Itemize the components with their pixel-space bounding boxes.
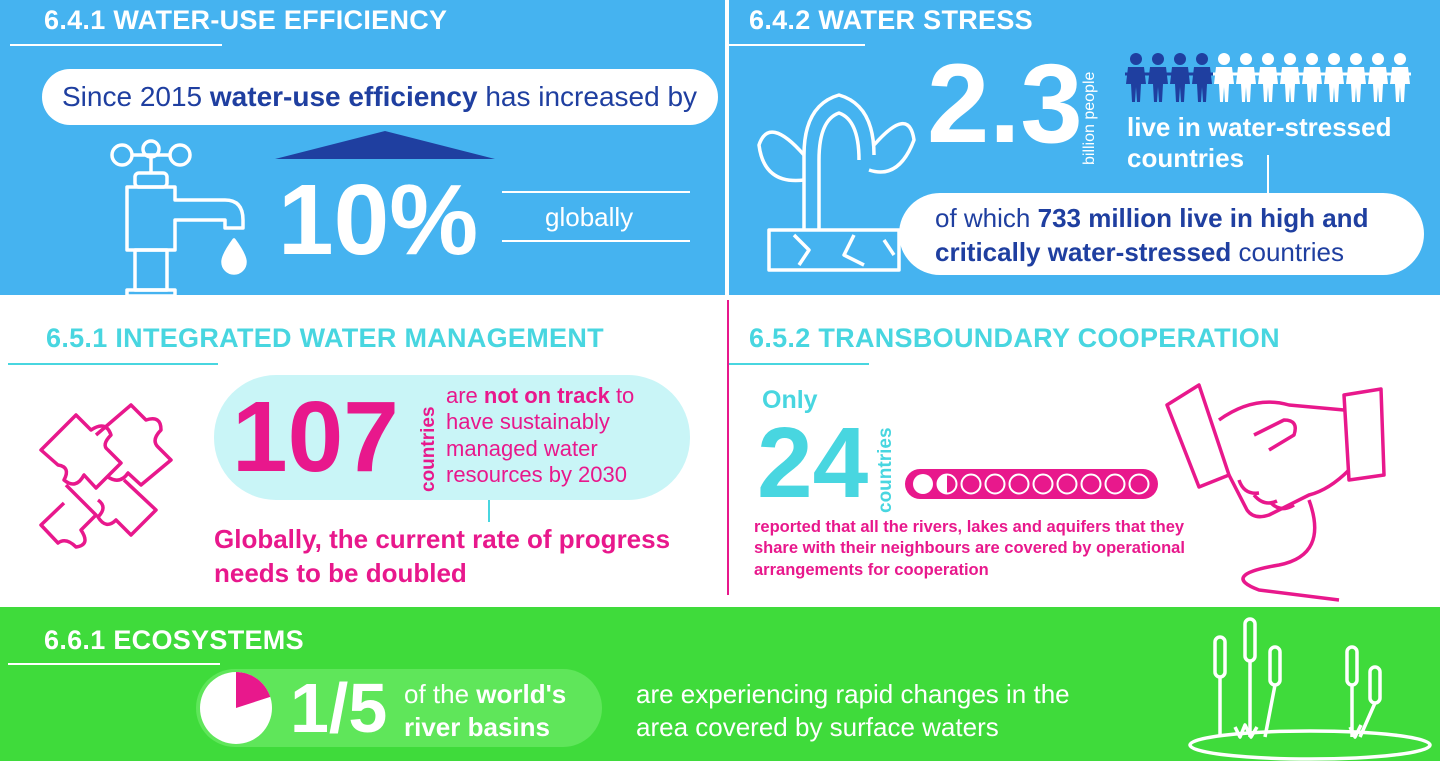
pill-text-c: has increased by bbox=[477, 81, 698, 112]
pill-text-a: Since 2015 bbox=[62, 81, 210, 112]
middle-divider bbox=[727, 300, 729, 595]
person-icon bbox=[1213, 53, 1235, 102]
panel-ecosystems: 6.6.1 ECOSYSTEMS 1/5 of the world's rive… bbox=[0, 607, 1440, 761]
title-underline bbox=[725, 44, 865, 46]
increase-arrow-icon bbox=[275, 131, 495, 159]
country-dot bbox=[936, 473, 958, 495]
pill-text-b: water-use efficiency bbox=[209, 81, 478, 112]
globally-line-bottom bbox=[502, 240, 690, 242]
label-a: of the bbox=[404, 679, 477, 709]
handshake-icon bbox=[1165, 383, 1386, 602]
text-b: not on track bbox=[483, 383, 610, 408]
basin-value: 1/5 bbox=[290, 669, 388, 747]
tree-faucet-icon bbox=[757, 93, 916, 272]
dots-row bbox=[912, 473, 1152, 495]
section-title: 6.5.1 INTEGRATED WATER MANAGEMENT bbox=[46, 323, 604, 353]
countries-pill bbox=[214, 375, 690, 500]
section-title: 6.4.2 WATER STRESS bbox=[749, 5, 1033, 35]
country-dot bbox=[1032, 473, 1054, 495]
pill-c: countries bbox=[1231, 236, 1345, 267]
person-icon bbox=[1125, 53, 1147, 102]
country-dot bbox=[960, 473, 982, 495]
label-b: world's river basins bbox=[404, 679, 567, 742]
person-icon bbox=[1257, 53, 1279, 102]
only-prefix: Only bbox=[762, 386, 818, 414]
person-icon bbox=[1323, 53, 1345, 102]
cooperation-desc: reported that all the rivers, lakes and … bbox=[754, 518, 1185, 579]
section-title: 6.5.2 TRANSBOUNDARY COOPERATION bbox=[749, 323, 1280, 353]
panel-transboundary-cooperation: 6.5.2 TRANSBOUNDARY COOPERATION Only 24 … bbox=[729, 295, 1440, 607]
pill-a: of which bbox=[935, 203, 1038, 233]
country-dot bbox=[1056, 473, 1078, 495]
basin-label: of the world's river basins bbox=[404, 678, 594, 743]
stress-unit: billion people bbox=[1081, 71, 1098, 165]
person-icon bbox=[1279, 53, 1301, 102]
panel-water-use-efficiency: 6.4.1 WATER-USE EFFICIENCY Since 2015 wa… bbox=[0, 0, 725, 298]
title-underline bbox=[729, 363, 869, 365]
people-row bbox=[1125, 52, 1411, 104]
section-title: 6.4.1 WATER-USE EFFICIENCY bbox=[44, 5, 448, 35]
person-icon bbox=[1367, 53, 1389, 102]
country-dot bbox=[1128, 473, 1150, 495]
countries-unit: countries bbox=[418, 406, 439, 492]
ecosystem-desc: are experiencing rapid changes in the ar… bbox=[636, 679, 1070, 742]
section-title: 6.6.1 ECOSYSTEMS bbox=[44, 625, 304, 655]
text-c: to have sustainably managed water resour… bbox=[446, 383, 635, 488]
pill-b: 733 million live in high and critically … bbox=[935, 203, 1369, 267]
cooperation-unit: countries bbox=[875, 427, 896, 513]
country-dot bbox=[1104, 473, 1126, 495]
cooperation-value: 24 bbox=[757, 407, 869, 519]
efficiency-pill bbox=[42, 69, 718, 125]
person-icon bbox=[1389, 53, 1411, 102]
country-dot bbox=[1008, 473, 1030, 495]
country-dot bbox=[984, 473, 1006, 495]
stress-value: 2.3 bbox=[927, 41, 1083, 166]
progress-note: Globally, the current rate of progress n… bbox=[214, 524, 671, 588]
person-icon bbox=[1147, 53, 1169, 102]
country-dot bbox=[913, 474, 933, 494]
country-dot bbox=[1080, 473, 1102, 495]
countries-text: are not on track to have sustainably man… bbox=[446, 383, 676, 489]
title-underline bbox=[8, 363, 218, 365]
efficiency-scope: globally bbox=[545, 202, 634, 232]
title-underline bbox=[10, 44, 222, 46]
panel-water-stress: 6.4.2 WATER STRESS 2.3 billion people li… bbox=[725, 0, 1440, 295]
person-icon bbox=[1345, 53, 1367, 102]
connector-line bbox=[488, 500, 490, 522]
text-a: are bbox=[446, 383, 484, 408]
faucet-icon bbox=[110, 139, 247, 298]
stress-desc: live in water-stressed countries bbox=[1127, 112, 1392, 174]
stress-pill bbox=[899, 193, 1424, 275]
puzzle-icon bbox=[39, 403, 173, 549]
title-underline bbox=[8, 663, 220, 665]
globally-line-top bbox=[502, 191, 690, 193]
person-icon bbox=[1191, 53, 1213, 102]
connector-line bbox=[1267, 155, 1269, 193]
person-icon bbox=[1235, 53, 1257, 102]
countries-value: 107 bbox=[232, 381, 399, 493]
efficiency-value: 10% bbox=[278, 164, 479, 276]
panel-integrated-water-management: 6.5.1 INTEGRATED WATER MANAGEMENT 107 co… bbox=[0, 295, 725, 607]
stress-pill-text: of which 733 million live in high and cr… bbox=[935, 202, 1405, 270]
person-icon bbox=[1169, 53, 1191, 102]
reeds-icon bbox=[1188, 617, 1432, 761]
efficiency-pill-text: Since 2015 water-use efficiency has incr… bbox=[62, 81, 697, 113]
person-icon bbox=[1301, 53, 1323, 102]
pie-icon bbox=[200, 672, 272, 744]
